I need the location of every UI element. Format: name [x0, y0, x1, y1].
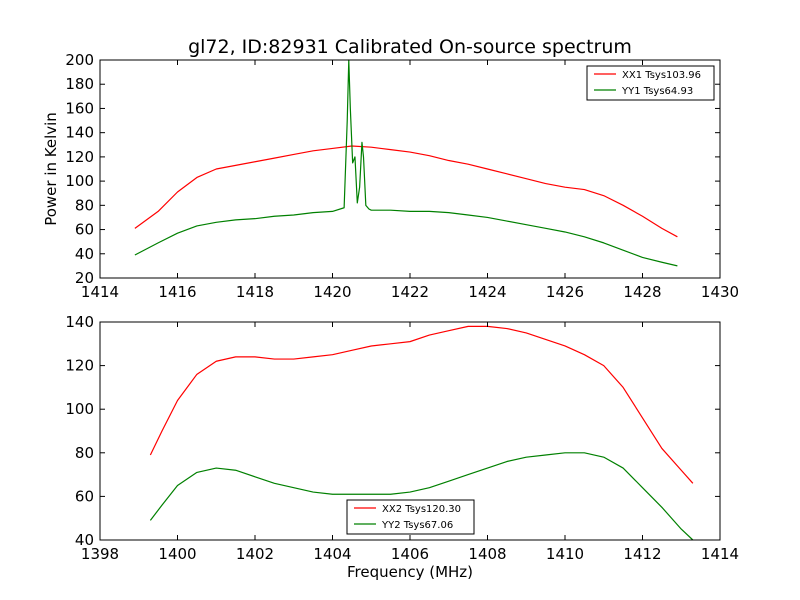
bottom-series-line-2: [149, 452, 694, 541]
top-ytick-label: 140: [65, 124, 94, 142]
top-xtick-label: 1414: [81, 283, 119, 301]
bottom-xtick-label: 1410: [546, 545, 584, 563]
top-ytick-label: 120: [65, 148, 94, 166]
bottom-ytick-label: 100: [65, 400, 94, 418]
top-legend-label-xx1: XX1 Tsys103.96: [622, 70, 701, 81]
top-xtick-label: 1428: [623, 283, 661, 301]
top-series-line-2: [134, 59, 678, 267]
bottom-xtick-label: 1404: [313, 545, 351, 563]
top-ytick-label: 200: [65, 51, 94, 69]
bottom-ytick-label: 140: [65, 313, 94, 331]
bottom-ytick-label: 40: [75, 531, 94, 549]
top-legend-box: [586, 65, 715, 101]
top-xtick-label: 1426: [546, 283, 584, 301]
top-chart-ylabel: Power in Kelvin: [42, 112, 60, 226]
top-ytick-label: 40: [75, 245, 94, 263]
top-xtick-label: 1418: [236, 283, 274, 301]
top-ytick-label: 80: [75, 196, 94, 214]
top-legend: XX1 Tsys103.96 YY1 Tsys64.93: [586, 65, 715, 101]
top-chart-title: gl72, ID:82931 Calibrated On-source spec…: [188, 36, 632, 58]
top-ytick-label: 60: [75, 221, 94, 239]
top-ytick-label: 20: [75, 269, 94, 287]
bottom-ytick-label: 80: [75, 444, 94, 462]
bottom-xtick-label: 1408: [468, 545, 506, 563]
top-series-line-1: [134, 145, 678, 238]
bottom-ytick-label: 60: [75, 487, 94, 505]
bottom-legend-box: [346, 499, 475, 535]
top-xtick-label: 1424: [468, 283, 506, 301]
bottom-ytick-label: 120: [65, 357, 94, 375]
bottom-xtick-label: 1398: [81, 545, 119, 563]
top-xtick-label: 1416: [158, 283, 196, 301]
bottom-xtick-label: 1400: [158, 545, 196, 563]
bottom-legend-label-yy2: YY2 Tsys67.06: [381, 520, 453, 531]
bottom-xtick-label: 1406: [391, 545, 429, 563]
top-ytick-label: 100: [65, 172, 94, 190]
top-xtick-label: 1420: [313, 283, 351, 301]
top-xtick-label: 1422: [391, 283, 429, 301]
bottom-chart-xlabel: Frequency (MHz): [347, 563, 473, 581]
bottom-legend: XX2 Tsys120.30 YY2 Tsys67.06: [346, 499, 475, 535]
bottom-legend-label-xx2: XX2 Tsys120.30: [382, 504, 461, 515]
top-chart-panel: gl72, ID:82931 Calibrated On-source spec…: [42, 36, 739, 301]
top-ytick-label: 180: [65, 75, 94, 93]
bottom-xtick-label: 1412: [623, 545, 661, 563]
top-ytick-label: 160: [65, 99, 94, 117]
bottom-xtick-label: 1414: [701, 545, 739, 563]
bottom-xtick-label: 1402: [236, 545, 274, 563]
bottom-chart-panel: Frequency (MHz) 1398 1400 1402 1404 1406 1408…: [65, 313, 739, 581]
bottom-series-line-1: [149, 325, 694, 484]
top-xtick-label: 1430: [701, 283, 739, 301]
top-legend-label-yy1: YY1 Tsys64.93: [621, 86, 693, 97]
